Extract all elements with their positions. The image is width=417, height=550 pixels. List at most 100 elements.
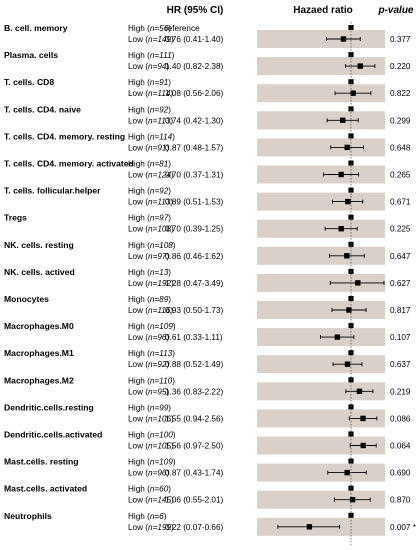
- low-group-label: Low (n=97): [128, 252, 169, 261]
- cell-type-label: Mast.cells. resting: [4, 457, 79, 467]
- hr-ci-text: 1.06 (0.55-2.01): [165, 496, 224, 505]
- cell-type-label: Mast.cells. activated: [4, 484, 87, 494]
- row-band: [257, 273, 385, 292]
- header-p-value: p-value: [377, 5, 413, 16]
- low-group-label: Low (n=192): [128, 279, 174, 288]
- low-group-label: Low (n=113): [128, 116, 173, 125]
- cell-type-label: Monocytes: [4, 294, 49, 304]
- cell-type-label: Macrophages.M1: [4, 348, 74, 358]
- high-group-label: High (n=13): [128, 268, 171, 277]
- reference-marker: [348, 106, 354, 112]
- p-value-text: 0.219: [390, 387, 411, 396]
- row-band: [257, 111, 385, 130]
- p-value-text: 0.817: [390, 306, 411, 315]
- low-group-label: Low (n=114): [128, 89, 173, 98]
- hr-ci-text: 1.36 (0.83-2.22): [165, 387, 224, 396]
- cell-type-label: T. cells. CD4. memory. activated: [4, 159, 134, 169]
- cell-type-label: Dendritic.cells.resting: [4, 402, 94, 412]
- row-band: [257, 219, 385, 238]
- hr-point: [356, 388, 363, 394]
- row-band: [257, 165, 385, 184]
- cell-type-label: Dendritic.cells.activated: [4, 430, 102, 440]
- row-band: [257, 246, 385, 265]
- row-band: [257, 30, 385, 48]
- p-value-text: 0.377: [390, 35, 411, 44]
- hr-ci-text: 1.40 (0.82-2.38): [165, 62, 224, 71]
- cell-type-label: Macrophages.M0: [4, 321, 74, 331]
- high-group-label: High (n=91): [128, 78, 171, 87]
- high-group-label: High (n=60): [128, 485, 171, 494]
- high-group-label: High (n=92): [128, 187, 171, 196]
- p-value-text: 0.086: [390, 414, 411, 423]
- high-group-label: High (n=110): [128, 376, 175, 385]
- p-value-text: 0.007 *: [390, 523, 417, 532]
- row-band: [257, 490, 385, 509]
- low-group-label: Low (n=108): [128, 225, 174, 234]
- cell-type-label: Plasma. cells: [4, 50, 58, 60]
- high-group-label: High (n=99): [128, 403, 171, 412]
- p-value-text: 0.299: [390, 116, 411, 125]
- high-group-label: High (n=81): [128, 160, 171, 169]
- cell-type-label: NK. cells. resting: [4, 240, 74, 250]
- low-group-label: Low (n=95): [128, 387, 169, 396]
- hr-ci-text: 1.55 (0.94-2.56): [165, 414, 224, 423]
- hr-ci-text: 1.08 (0.56-2.06): [165, 89, 224, 98]
- hr-ci-text: 0.86 (0.46-1.62): [165, 252, 224, 261]
- hr-ci-text: 0.87 (0.48-1.57): [165, 143, 224, 152]
- p-value-text: 0.637: [390, 360, 411, 369]
- p-value-text: 0.648: [390, 143, 411, 152]
- cell-type-label: Tregs: [4, 213, 27, 223]
- low-group-label: Low (n=96): [128, 469, 169, 478]
- low-group-label: Low (n=105): [128, 442, 174, 451]
- hr-ci-text: 0.88 (0.52-1.49): [165, 360, 224, 369]
- low-group-label: Low (n=116): [128, 306, 173, 315]
- header-hazard-ratio: Hazaed ratio: [293, 5, 352, 16]
- high-group-label: High (n=89): [128, 295, 171, 304]
- cell-type-label: Neutrophils: [4, 511, 52, 521]
- low-group-label: Low (n=124): [128, 171, 174, 180]
- low-group-label: Low (n=92): [128, 360, 169, 369]
- p-value-text: 0.671: [390, 198, 411, 207]
- hr-point: [334, 334, 341, 340]
- hr-point: [346, 307, 352, 313]
- row-band: [257, 301, 385, 319]
- hr-ci-text: 1.28 (0.47-3.49): [165, 279, 224, 288]
- row-band: [257, 84, 385, 103]
- p-value-text: 0.627: [390, 279, 411, 288]
- hr-ci-text: 0.61 (0.33-1.11): [165, 333, 223, 342]
- row-band: [257, 382, 385, 401]
- high-group-label: High (n=56): [128, 24, 171, 33]
- p-value-text: 0.225: [390, 225, 411, 234]
- hr-ci-text: 1.56 (0.97-2.50): [165, 442, 224, 451]
- hr-point: [357, 63, 363, 69]
- reference-marker: [348, 79, 354, 85]
- forest-rows: B. cell. memory High (n=56) Low (n=149) ref…: [4, 23, 417, 536]
- hr-ci-text: 0.70 (0.37-1.31): [165, 171, 224, 180]
- cell-type-label: T. cells. CD4. memory. resting: [4, 131, 125, 141]
- high-group-label: High (n=109): [128, 458, 176, 467]
- low-group-label: Low (n=106): [128, 414, 174, 423]
- low-group-label: Low (n=145): [128, 496, 174, 505]
- cell-type-label: Macrophages.M2: [4, 375, 74, 385]
- hr-ci-text: 0.87 (0.43-1.74): [165, 469, 224, 478]
- high-group-label: High (n=114): [128, 132, 175, 141]
- reference-label: reference: [165, 24, 200, 33]
- hr-point: [340, 117, 346, 123]
- reference-marker: [348, 25, 354, 31]
- high-group-label: High (n=97): [128, 214, 171, 223]
- row-band: [257, 463, 385, 482]
- hr-point: [338, 226, 344, 232]
- low-group-label: Low (n=96): [128, 333, 169, 342]
- cell-type-label: T. cells. follicular.helper: [4, 186, 101, 196]
- p-value-text: 0.870: [390, 496, 411, 505]
- high-group-label: High (n=100): [128, 431, 176, 440]
- p-value-text: 0.690: [390, 469, 411, 478]
- p-value-text: 0.265: [390, 171, 411, 180]
- hr-ci-text: 0.93 (0.50-1.73): [165, 306, 224, 315]
- p-value-text: 0.822: [390, 89, 411, 98]
- hr-ci-text: 0.70 (0.39-1.25): [165, 225, 224, 234]
- hr-point: [350, 90, 356, 96]
- hr-point: [360, 442, 366, 449]
- low-group-label: Low (n=149): [128, 35, 174, 44]
